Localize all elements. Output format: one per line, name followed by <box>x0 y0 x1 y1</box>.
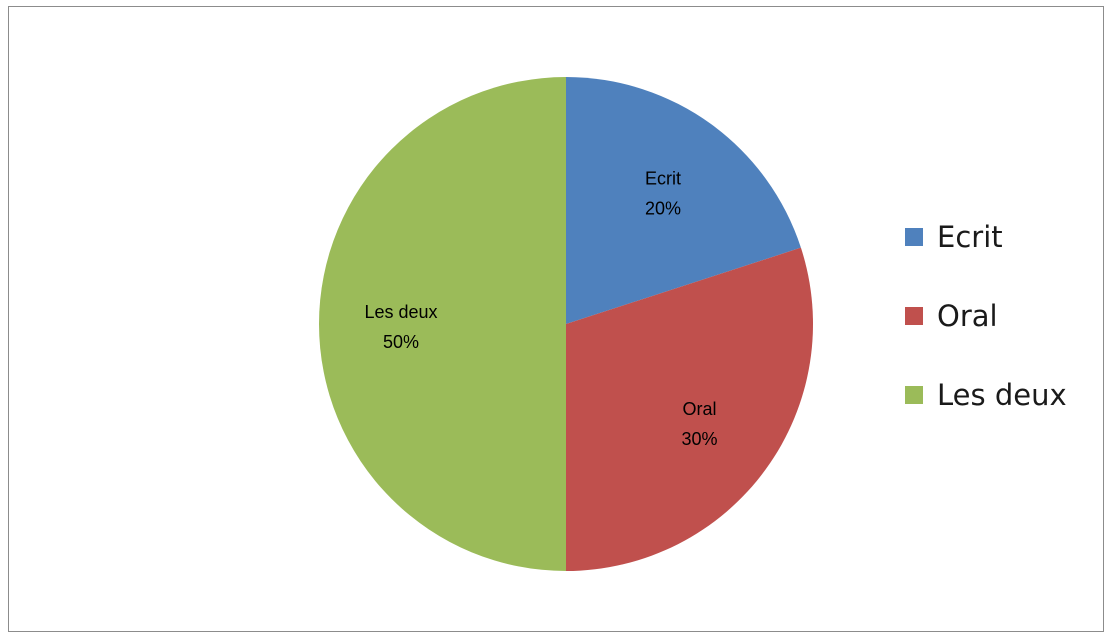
pie-slice-les-deux <box>319 77 566 571</box>
legend-label-ecrit: Ecrit <box>937 220 1003 254</box>
pie-slice-ecrit <box>566 77 801 324</box>
data-label-oral: Oral 30% <box>681 399 717 449</box>
data-label-les-deux: Les deux 50% <box>364 302 437 352</box>
legend-label-oral: Oral <box>937 299 998 333</box>
pie-data-labels: Ecrit 20% Oral 30% Les deux 50% <box>364 169 717 450</box>
pie-slices <box>319 77 813 572</box>
legend: Ecrit Oral Les deux <box>905 220 1067 412</box>
legend-swatch-les-deux <box>905 386 923 404</box>
legend-label-les-deux: Les deux <box>937 378 1067 412</box>
legend-swatch-oral <box>905 307 923 325</box>
data-label-ecrit: Ecrit 20% <box>645 169 681 219</box>
legend-swatch-ecrit <box>905 228 923 246</box>
pie-slice-oral <box>566 247 813 572</box>
